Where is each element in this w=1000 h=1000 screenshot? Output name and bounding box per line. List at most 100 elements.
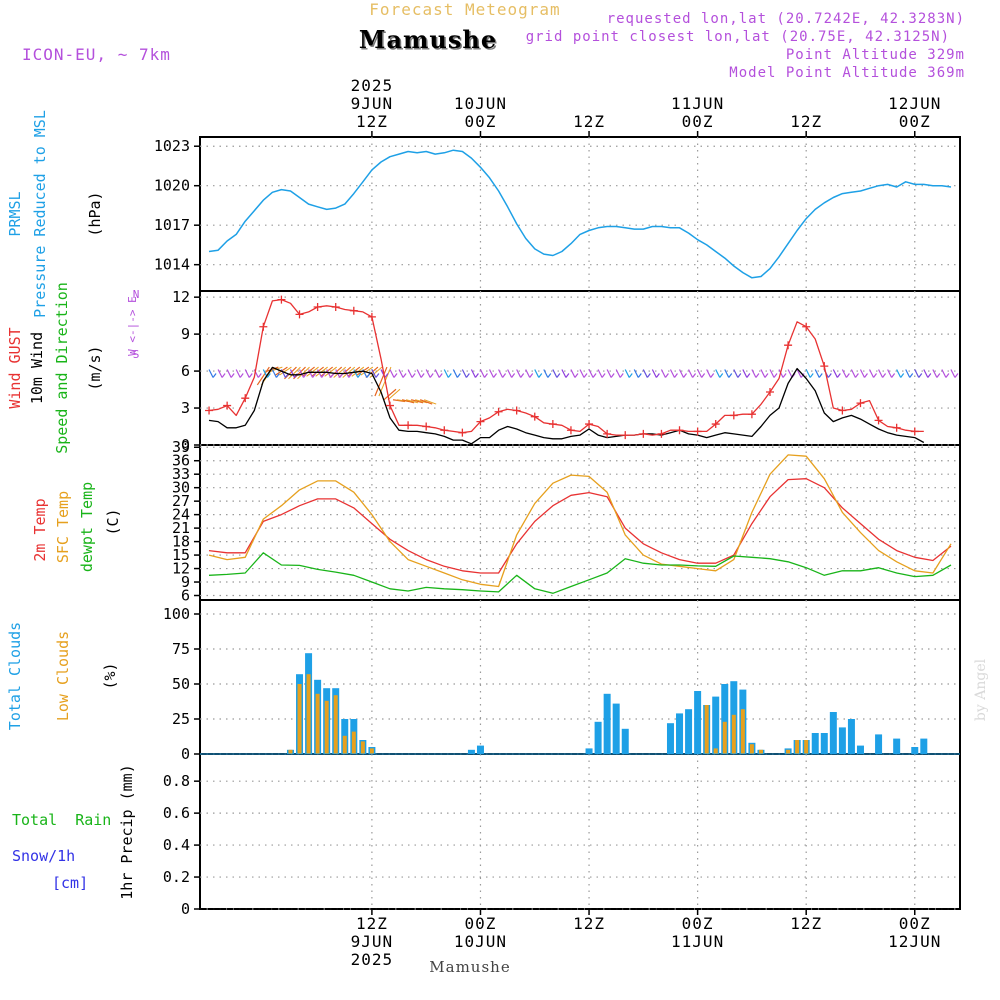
y-tick-label: 0 — [181, 436, 190, 454]
wind-direction-arrow — [796, 369, 802, 378]
wind-direction-arrow — [420, 373, 425, 378]
y-axis-ticks: 1014101710201023036912691215182124273033… — [154, 137, 200, 918]
precip-axis-label: 1hr Precip (mm) — [118, 764, 136, 899]
wind-hatch-stroke — [266, 366, 279, 372]
wind-unit: (m/s) — [86, 345, 104, 390]
wind-direction-arrow — [950, 369, 956, 378]
wind-direction-arrow — [516, 369, 522, 378]
total-clouds-bar — [594, 721, 602, 754]
wind-gust-marker — [603, 429, 612, 438]
wind-hatch-stroke — [342, 366, 356, 378]
y-tick-label: 6 — [181, 587, 190, 605]
wind-direction-arrow — [624, 369, 630, 378]
wind-gust-marker — [277, 295, 286, 304]
wind-direction-arrow — [651, 369, 657, 378]
wind-hatch-stroke — [410, 399, 424, 404]
wind-direction-arrow — [525, 369, 531, 378]
time-label: 9JUN — [351, 932, 394, 951]
wind-direction-arrow — [773, 373, 778, 378]
data-marks — [200, 149, 960, 910]
wind-direction-arrow — [914, 369, 920, 378]
time-label: 00Z — [682, 112, 714, 131]
wind-direction-arrow — [275, 373, 280, 378]
total-clouds-bar — [911, 747, 919, 754]
wind-direction-arrow — [755, 373, 760, 378]
precip-axis-labels: Total Rain Snow/1h [cm] 1hr Precip (mm) — [12, 764, 136, 899]
time-label: 12Z — [356, 112, 388, 131]
wind-direction-arrow — [628, 373, 633, 378]
wind-direction-arrow — [669, 369, 676, 378]
y-tick-label: 18 — [172, 533, 190, 551]
wind-direction-arrow — [905, 369, 911, 378]
wind-direction-arrow — [619, 373, 624, 378]
wind-direction-arrow — [809, 373, 814, 378]
wind-gust-marker — [494, 407, 503, 416]
low-clouds-bar — [360, 741, 365, 754]
time-label: 10JUN — [454, 932, 507, 951]
wind-hatch-stroke — [297, 366, 310, 380]
wind-hatch-stroke — [288, 366, 301, 380]
wind-direction-arrow — [850, 369, 856, 378]
wind-gust-label: Wind GUST — [6, 327, 24, 408]
low-clouds-label: Low Clouds — [54, 631, 72, 721]
wind-direction-arrow — [465, 373, 470, 378]
y-tick-label: 0 — [181, 745, 190, 763]
model-point-altitude: Model Point Altitude 369m — [729, 65, 965, 81]
total-clouds-bar — [920, 738, 928, 754]
wind-gust-marker — [223, 401, 232, 410]
total-clouds-bar — [856, 745, 864, 754]
wind-hatch-stroke — [392, 399, 406, 403]
time-label: 9JUN — [351, 94, 394, 113]
wind-gust-marker — [313, 303, 322, 312]
wind-hatch-stroke — [424, 399, 437, 405]
wind-direction-arrow — [308, 369, 314, 378]
total-clouds-bar — [838, 727, 846, 754]
location-title: Mamushe — [359, 25, 497, 54]
wind-direction-arrow — [923, 369, 929, 378]
time-label: 12Z — [573, 112, 605, 131]
clouds-unit: (%) — [101, 662, 119, 689]
wind-gust-marker — [512, 406, 521, 415]
pressure-axis-labels: PRMSL Pressure Reduced to MSL (hPa) — [6, 110, 104, 318]
wind-gust-marker — [820, 362, 829, 371]
wind-speed-direction-label: Speed and Direction — [53, 282, 71, 454]
y-tick-label: 100 — [163, 605, 190, 623]
low-clouds-bar — [804, 740, 809, 754]
y-tick-label: 6 — [181, 362, 190, 380]
wind-direction-arrow — [606, 369, 612, 378]
wind-direction-arrow — [493, 373, 498, 378]
wind-gust-marker — [892, 423, 901, 432]
wind-direction-arrow — [845, 373, 850, 378]
wind-direction-arrow — [271, 369, 277, 378]
temperature-axis-labels: 2m Temp SFC Temp dewpt Temp (C) — [31, 482, 122, 572]
wind-direction-arrow — [389, 369, 395, 378]
wind-direction-arrow — [353, 369, 359, 378]
wind-direction-arrow — [836, 373, 841, 378]
wind-direction-arrow — [538, 373, 543, 378]
wind-direction-arrow — [330, 373, 335, 378]
wind-direction-arrow — [212, 373, 217, 378]
wind-direction-arrow — [782, 373, 787, 378]
wind-direction-arrow — [479, 369, 486, 378]
time-label: 00Z — [465, 914, 497, 933]
wind-direction-arrow — [737, 373, 742, 378]
wind-direction-arrow — [932, 369, 938, 378]
wind-gust-marker — [729, 411, 738, 420]
compass-north: N — [133, 288, 140, 301]
wind-axis-labels: Wind GUST 10m Wind Speed and Direction (… — [6, 282, 139, 454]
y-tick-label: 33 — [172, 465, 190, 483]
wind-gust-marker — [530, 412, 539, 421]
wind-direction-arrow — [909, 373, 914, 378]
total-clouds-bar — [875, 734, 883, 754]
wind-direction-arrow — [579, 369, 585, 378]
wind-direction-arrow — [655, 373, 660, 378]
wind-direction-arrow — [502, 373, 507, 378]
wind-direction-arrow — [868, 369, 875, 378]
wind-direction-arrow — [697, 369, 703, 378]
low-clouds-bar — [731, 714, 736, 754]
low-clouds-bar — [306, 674, 311, 754]
wind-direction-arrow — [298, 369, 305, 378]
wind-gust-marker — [349, 306, 358, 315]
